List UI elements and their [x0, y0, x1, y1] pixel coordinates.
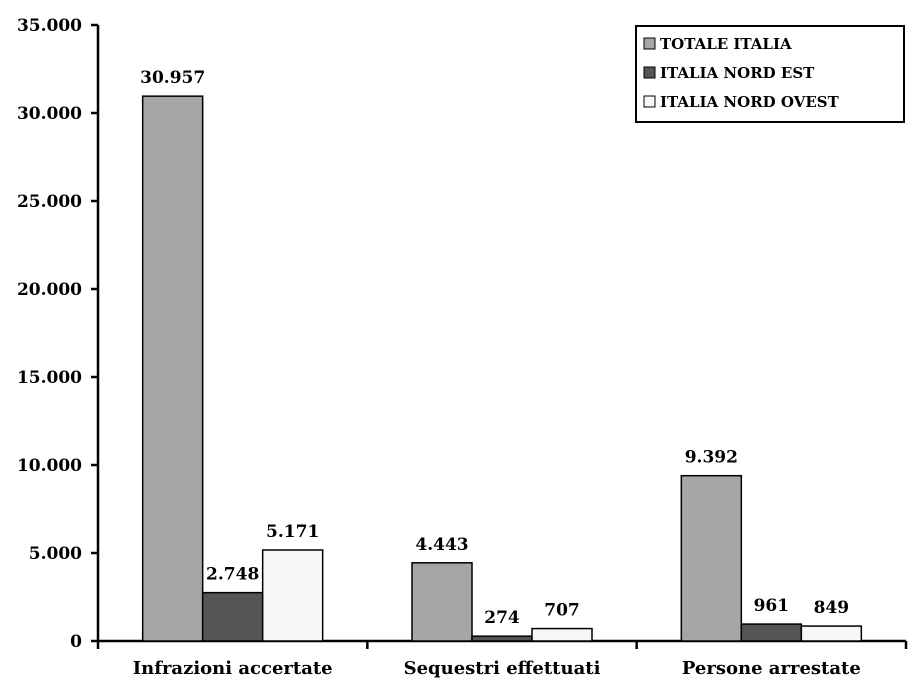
data-label: 4.443 [415, 535, 468, 555]
y-tick-label: 15.000 [17, 368, 82, 388]
legend-label: TOTALE ITALIA [660, 35, 792, 53]
y-tick-label: 30.000 [17, 104, 82, 124]
legend-label: ITALIA NORD OVEST [660, 93, 840, 111]
data-label: 5.171 [266, 522, 319, 542]
data-label: 849 [814, 598, 850, 618]
legend-swatch [643, 95, 656, 108]
bar [740, 623, 803, 642]
x-tick-label: Sequestri effettuati [404, 658, 601, 679]
y-tick-label: 10.000 [17, 456, 82, 476]
bar [800, 625, 863, 642]
x-tick-label: Infrazioni accertate [133, 658, 333, 679]
bar [201, 591, 264, 642]
legend: TOTALE ITALIA ITALIA NORD EST ITALIA NORD … [635, 25, 905, 123]
data-label: 961 [754, 596, 790, 616]
legend-box [635, 25, 905, 123]
bar [471, 635, 533, 642]
bar [680, 474, 743, 642]
legend-swatch [643, 37, 656, 50]
bar [261, 549, 324, 642]
bar [411, 562, 473, 642]
data-label: 707 [544, 601, 580, 621]
data-label: 30.957 [140, 68, 205, 88]
x-tick-label: Persone arrestate [682, 658, 861, 679]
y-tick-label: 35.000 [17, 16, 82, 36]
data-label: 2.748 [206, 565, 259, 585]
x-axis: Infrazioni accertate Sequestri effettuati… [96, 639, 908, 679]
legend-swatch [643, 66, 656, 79]
bar [141, 95, 204, 642]
y-tick-label: 25.000 [17, 192, 82, 212]
y-axis: 0 5.000 10.000 15.000 20.000 25.000 30.000 35.0… [17, 16, 100, 652]
legend-label: ITALIA NORD EST [660, 64, 815, 82]
data-label: 274 [484, 608, 520, 628]
y-tick-label: 20.000 [17, 280, 82, 300]
y-tick-label: 5.000 [29, 544, 82, 564]
y-tick-label: 0 [70, 632, 82, 652]
data-labels: 30.957 2.748 5.171 4.443 274 707 9.392 961 849 [140, 68, 849, 628]
bars [141, 95, 863, 642]
bar [531, 627, 593, 642]
data-label: 9.392 [685, 448, 738, 468]
